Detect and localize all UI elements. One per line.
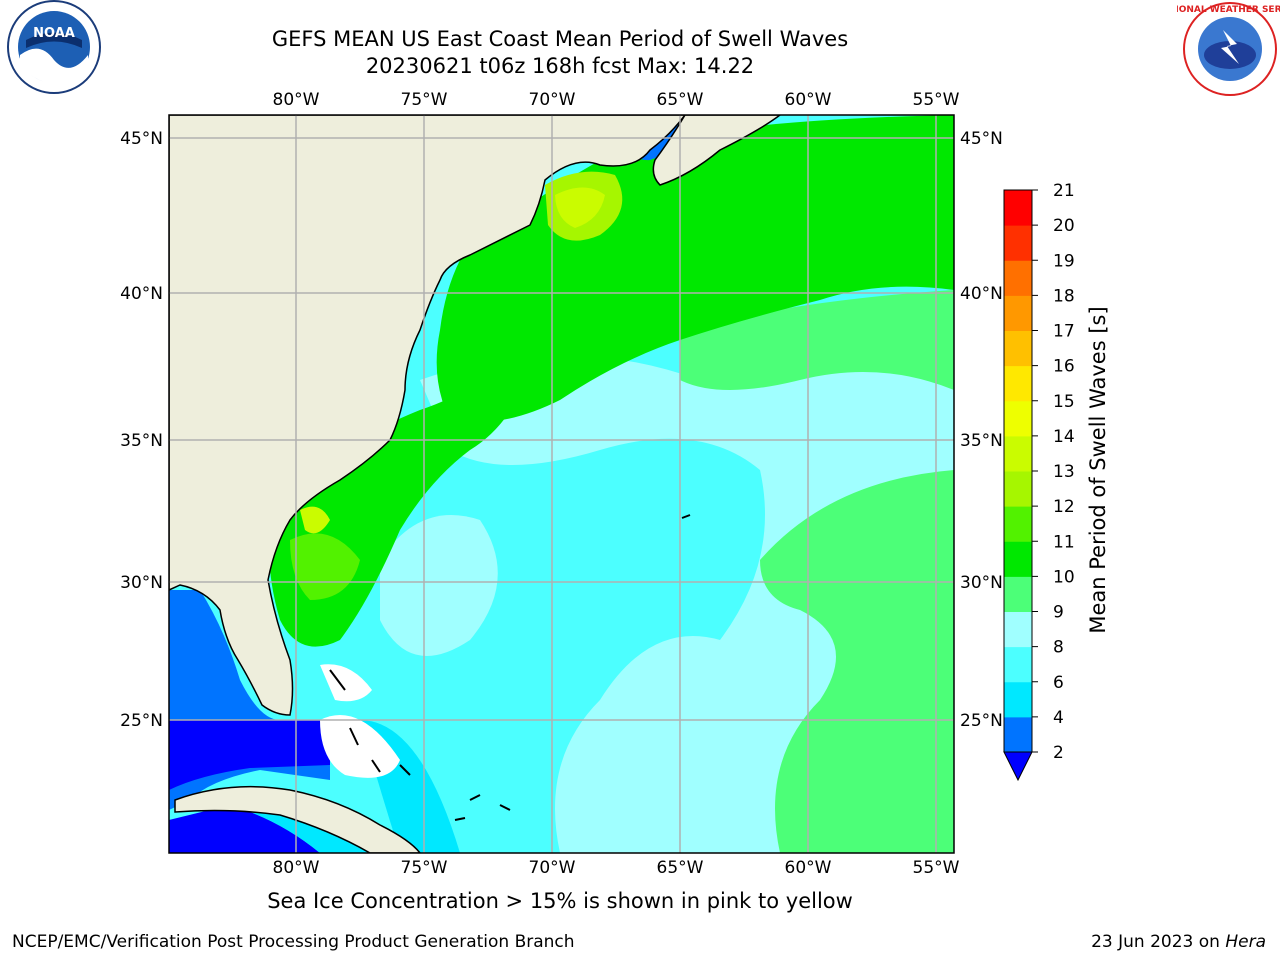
- land-nova-scotia: [652, 115, 782, 186]
- land-north-america: [169, 115, 686, 716]
- colorbar-segment: [1004, 400, 1032, 437]
- colorbar-tick-label: 9: [1053, 603, 1064, 623]
- footer-credit: NCEP/EMC/Verification Post Processing Pr…: [12, 932, 575, 952]
- swell-zone-8-9s-b: [380, 515, 498, 656]
- masked-area-bahamas-b: [320, 715, 400, 778]
- colorbar-segment: [1004, 190, 1032, 226]
- island-bermuda: [681, 514, 691, 519]
- colorbar-segment: [1004, 716, 1032, 753]
- footer-date-text: 23 Jun 2023 on: [1091, 932, 1226, 952]
- colorbar-tick-label: 4: [1053, 708, 1064, 728]
- lat-label-left: 25°N: [120, 711, 163, 731]
- noaa-logo-icon: NOAA: [7, 0, 101, 94]
- colorbar-tick-label: 15: [1053, 392, 1075, 412]
- islands-bahamas: [329, 669, 411, 776]
- lon-label-top: 70°W: [529, 90, 576, 110]
- lon-label-top: 60°W: [785, 90, 832, 110]
- colorbar-tick-label: 2: [1053, 743, 1064, 763]
- colorbar-segment: [1004, 435, 1032, 472]
- swell-zone-under-2s: [169, 720, 330, 790]
- colorbar-segment: [1004, 295, 1032, 331]
- lat-label-left: 45°N: [120, 129, 163, 149]
- lon-label-bottom: 75°W: [401, 858, 448, 878]
- lon-label-top: 75°W: [401, 90, 448, 110]
- islands-turks-caicos: [454, 794, 511, 821]
- swell-zone-under-2s-carib: [169, 805, 320, 853]
- land-cuba: [174, 785, 421, 853]
- lat-label-right: 30°N: [960, 573, 1003, 593]
- lon-label-bottom: 70°W: [529, 858, 576, 878]
- lon-label-top: 65°W: [657, 90, 704, 110]
- colorbar-tick-label: 8: [1053, 638, 1064, 658]
- colorbar-tick-label: 17: [1053, 322, 1075, 342]
- swell-zone-13-14s-south: [300, 506, 330, 534]
- colorbar-label: Mean Period of Swell Waves [s]: [1086, 306, 1110, 634]
- lat-label-right: 35°N: [960, 431, 1003, 451]
- colorbar-tick-label: 18: [1053, 286, 1075, 306]
- colorbar-segment: [1004, 330, 1032, 367]
- lat-label-right: 25°N: [960, 711, 1003, 731]
- map-frame: [168, 114, 955, 854]
- lon-label-top: 80°W: [273, 90, 320, 110]
- colorbar-tick-label: 10: [1053, 567, 1075, 587]
- colorbar-tick-label: 14: [1053, 427, 1075, 447]
- colorbar: 2 4 6 8 9 10 11 12 13 14 15 16 17 18 19 20 21: [1003, 181, 1075, 782]
- colorbar-extend-min: [1003, 751, 1033, 782]
- footer-date: 23 Jun 2023 on Hera: [1091, 932, 1266, 952]
- footer-host: Hera: [1225, 932, 1266, 952]
- colorbar-segment: [1004, 611, 1032, 648]
- map-plot-area: [169, 115, 954, 853]
- colorbar-tick-label: 20: [1053, 216, 1075, 236]
- swell-zone-13-14s: [555, 187, 605, 228]
- sea-ice-note: Sea Ice Concentration > 15% is shown in …: [267, 889, 853, 913]
- colorbar-tick-label: 6: [1053, 673, 1064, 693]
- swell-zone-11-12s: [290, 533, 360, 600]
- lon-label-bottom: 65°W: [657, 858, 704, 878]
- lat-label-left: 35°N: [120, 431, 163, 451]
- lon-label-top: 55°W: [913, 90, 960, 110]
- chart-title: GEFS MEAN US East Coast Mean Period of S…: [271, 27, 849, 51]
- graticule: [169, 115, 954, 853]
- nws-logo-icon: NATIONAL WEATHER SERVICE: [1177, 2, 1280, 96]
- lat-label-left: 40°N: [120, 284, 163, 304]
- colorbar-segment: [1004, 506, 1032, 542]
- lon-label-bottom: 80°W: [273, 858, 320, 878]
- colorbar-tick-label: 19: [1053, 251, 1075, 271]
- lat-label-right: 45°N: [960, 129, 1003, 149]
- colorbar-segment: [1004, 681, 1032, 718]
- chart-subtitle: 20230621 t06z 168h fcst Max: 14.22: [365, 54, 755, 78]
- colorbar-segment: [1004, 225, 1032, 261]
- colorbar-segment: [1004, 541, 1032, 577]
- noaa-logo-text: NOAA: [33, 26, 75, 41]
- colorbar-tick-label: 12: [1053, 497, 1075, 517]
- colorbar-segment: [1004, 646, 1032, 683]
- colorbar-tick-label: 16: [1053, 357, 1075, 377]
- lat-label-right: 40°N: [960, 284, 1003, 304]
- colorbar-segment: [1004, 260, 1032, 296]
- colorbar-segment: [1004, 471, 1032, 507]
- colorbar-tick-label: 13: [1053, 462, 1075, 482]
- lon-label-bottom: 60°W: [785, 858, 832, 878]
- colorbar-tick-label: 21: [1053, 181, 1075, 201]
- colorbar-tick-label: 11: [1053, 532, 1075, 552]
- swell-zone-9-10s-ne: [680, 290, 954, 390]
- lon-label-bottom: 55°W: [913, 858, 960, 878]
- colorbar-segment: [1004, 365, 1032, 402]
- colorbar-segment: [1004, 576, 1032, 612]
- svg-text:NATIONAL WEATHER SERVICE: NATIONAL WEATHER SERVICE: [1177, 5, 1280, 15]
- lat-label-left: 30°N: [120, 573, 163, 593]
